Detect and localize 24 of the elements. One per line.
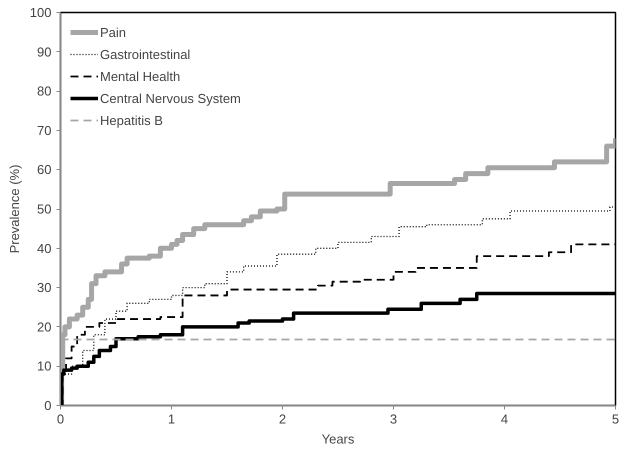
y-tick-label: 40 [37, 240, 52, 256]
y-tick-label: 90 [37, 44, 52, 60]
x-tick-label: 1 [168, 412, 176, 426]
x-tick-label: 0 [56, 412, 64, 426]
legend-label: Central Nervous System [100, 90, 241, 106]
y-tick-label: 50 [37, 202, 52, 216]
y-axis-title: Prevalence (%) [6, 164, 22, 254]
legend-label: Hepatitis B [100, 112, 163, 128]
y-tick-label: 20 [37, 319, 52, 334]
x-tick-label: 5 [612, 412, 620, 426]
y-tick-label: 10 [37, 358, 52, 374]
y-tick-label: 30 [37, 280, 52, 296]
legend-label: Gastrointestinal [100, 46, 190, 62]
legend-label: Pain [100, 24, 126, 40]
legend-label: Mental Health [100, 68, 180, 84]
x-tick-label: 2 [278, 412, 286, 426]
x-tick-label: 3 [390, 412, 398, 426]
y-tick-label: 60 [37, 162, 52, 178]
y-tick-label: 100 [30, 5, 52, 20]
y-tick-label: 0 [44, 398, 52, 413]
y-tick-label: 70 [37, 122, 52, 138]
x-tick-label: 4 [500, 412, 508, 426]
y-tick-label: 80 [37, 84, 52, 99]
x-axis-title: Years [322, 432, 355, 446]
